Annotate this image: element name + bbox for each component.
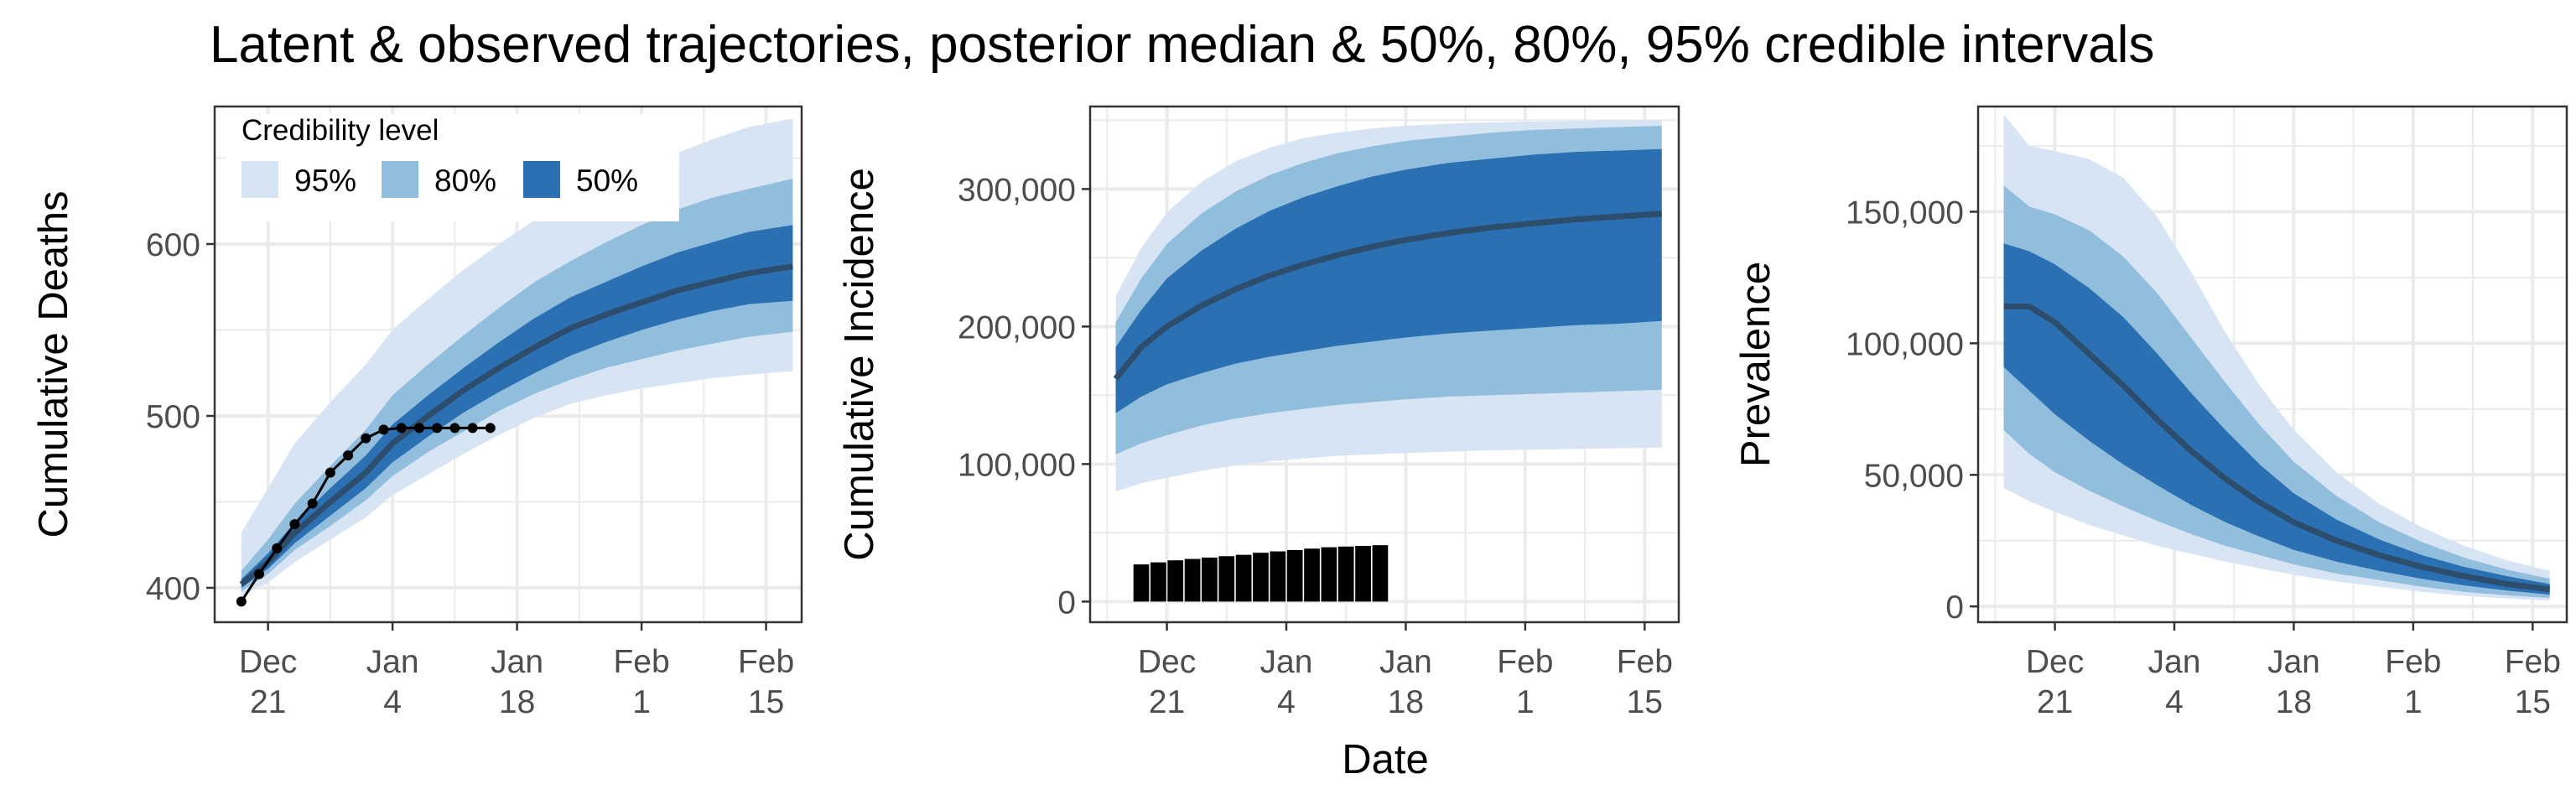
observed-bar [1337,546,1354,602]
observed-point [325,467,335,478]
ribbon-50 [2003,243,2550,595]
x-tick-label-month: Feb [2505,644,2561,680]
x-tick-label-day: 1 [1516,684,1535,720]
x-tick-label-month: Dec [2026,644,2084,680]
y-tick-label: 200,000 [958,309,1076,345]
observed-point [396,423,407,434]
observed-point [236,596,247,607]
median-line [2003,304,2551,593]
panel-border [213,105,803,624]
x-tick-label-month: Jan [2267,644,2320,680]
observed-point [413,423,424,434]
legend-label: 50% [576,164,638,198]
observed-point [343,450,354,461]
median-line [1113,210,1662,381]
observed-point [361,433,371,444]
x-tick-label-day: 1 [2404,684,2423,720]
y-axis-label: Cumulative Deaths [31,191,76,538]
x-tick-label-day: 4 [2165,684,2184,720]
observed-bar [1372,545,1389,602]
observed-bar [1150,562,1166,602]
observed-bar [1133,564,1150,602]
x-tick-label-day: 21 [1149,684,1185,720]
ribbon-50 [241,225,793,588]
panel-cumulative-incidence: 0 100,000 200,000 300,000 Dec 21 Jan 4 Jan 18 Feb 1… [837,105,1680,720]
legend-swatch [382,161,418,198]
observed-point [272,543,283,553]
y-tick-label: 0 [1057,584,1076,621]
observed-bar [1202,557,1218,602]
median-line [239,263,793,587]
x-tick-label-day: 4 [383,684,402,720]
x-tick-label-day: 21 [250,684,286,720]
observed-bar [1286,549,1303,602]
observed-bar [1321,547,1337,602]
y-tick-label: 150,000 [1846,195,1964,231]
x-tick-label-month: Feb [2385,644,2441,680]
y-tick-label: 100,000 [958,447,1076,483]
x-tick-label-day: 15 [748,684,784,720]
x-tick-label-day: 4 [1277,684,1296,720]
observed-point [485,423,496,434]
x-tick-label-day: 15 [1627,684,1663,720]
observed-bar [1218,556,1235,602]
legend-label: 80% [434,164,496,198]
observed-bar [1235,554,1252,602]
panel-border [1976,105,2568,624]
x-tick-label-day: 18 [1388,684,1424,720]
observed-bar [1270,551,1286,602]
legend-background [226,114,679,221]
panel-prevalence: 0 50,000 100,000 150,000 Dec 21 Jan 4 Jan 18 Feb 1 F… [1733,105,2568,720]
x-axis-label: Date [1342,737,1429,782]
legend-swatch [523,161,560,198]
x-tick-label-month: Dec [239,644,297,680]
y-tick-label: 500 [146,399,200,435]
observed-bar [1355,545,1371,602]
legend-label: 95% [294,164,356,198]
x-tick-label-month: Feb [738,644,794,680]
ribbon-50 [1115,148,1662,413]
x-tick-label-day: 18 [499,684,535,720]
x-tick-label-month: Jan [491,644,543,680]
x-tick-label-day: 21 [2037,684,2073,720]
legend: Credibility level 95% 80% 50% [226,114,679,221]
observed-bar [1184,558,1201,602]
observed-point [289,519,300,530]
x-tick-label-month: Dec [1138,644,1196,680]
x-tick-label-month: Jan [366,644,419,680]
ribbon-80 [2003,185,2550,599]
x-tick-label-day: 1 [632,684,651,720]
y-axis-label: Cumulative Incidence [837,168,882,560]
legend-title: Credibility level [242,114,439,147]
x-tick-label-month: Feb [613,644,669,680]
y-axis-label: Prevalence [1733,262,1779,467]
observed-bar [1253,553,1269,602]
y-tick-label: 50,000 [1864,458,1964,494]
observed-point [467,423,478,434]
observed-point [307,498,318,509]
x-tick-label-month: Jan [1379,644,1432,680]
y-tick-label: 600 [146,227,200,263]
observed-point [378,424,389,435]
panel-border [1088,105,1680,624]
x-tick-label-day: 18 [2276,684,2312,720]
x-tick-label-day: 15 [2515,684,2551,720]
observed-bar [1304,548,1320,602]
observed-point [449,423,460,434]
observed-bar [1167,560,1184,602]
legend-swatch [242,161,278,198]
observed-point [432,423,443,434]
y-tick-label: 0 [1945,589,1964,626]
x-tick-label-month: Jan [1260,644,1313,680]
x-tick-label-month: Jan [2148,644,2201,680]
x-tick-label-month: Feb [1617,644,1673,680]
y-tick-label: 300,000 [958,172,1076,208]
x-tick-label-month: Feb [1497,644,1553,680]
observed-point [254,569,265,579]
y-tick-label: 400 [146,571,200,607]
y-tick-label: 100,000 [1846,326,1964,362]
chart-title: Latent & observed trajectories, posterio… [210,16,2155,74]
